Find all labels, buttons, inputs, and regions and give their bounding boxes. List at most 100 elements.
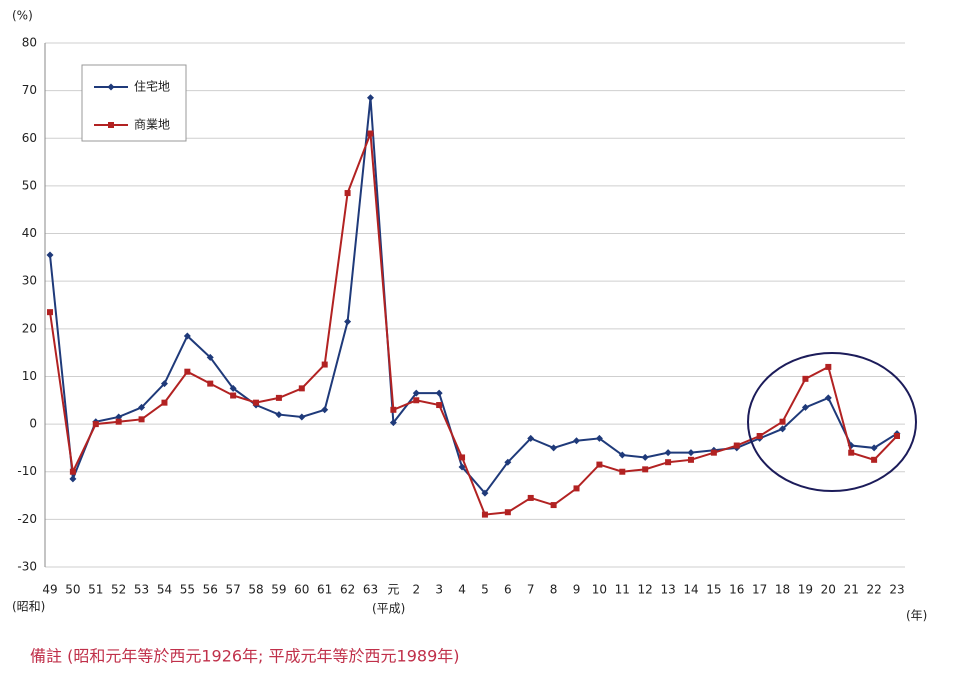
marker: [619, 468, 626, 475]
x-tick-label: 61: [317, 583, 332, 597]
y-tick-label: -20: [17, 512, 37, 526]
y-tick-label: -10: [17, 464, 37, 478]
x-tick-label: 54: [157, 583, 172, 597]
marker: [779, 425, 787, 433]
x-tick-label: 19: [798, 583, 813, 597]
marker: [253, 399, 260, 406]
legend-marker: [108, 122, 114, 128]
series-line: [49, 133, 898, 516]
x-tick-label: 3: [435, 583, 443, 597]
marker: [366, 94, 374, 102]
x-tick-label: 12: [638, 583, 653, 597]
marker: [871, 456, 878, 463]
series-line: [49, 97, 898, 495]
x-tick-label: 51: [88, 583, 103, 597]
x-tick-label: 52: [111, 583, 126, 597]
x-tick-label: 55: [180, 583, 195, 597]
x-tick-label: 62: [340, 583, 355, 597]
y-tick-label: -30: [17, 560, 37, 574]
y-axis-label: (%): [12, 9, 33, 23]
x-tick-label: 18: [775, 583, 790, 597]
y-tick-label: 50: [22, 178, 37, 192]
marker: [848, 449, 855, 456]
y-tick-label: 70: [22, 83, 37, 97]
marker: [436, 402, 443, 409]
era-label: (平成): [372, 602, 405, 616]
marker: [390, 406, 397, 413]
era-label: (昭和): [12, 600, 45, 614]
highlight-ellipse: [747, 352, 917, 492]
note: 備註 (昭和元年等於西元1926年; 平成元年等於西元1989年): [30, 647, 460, 666]
marker: [275, 411, 283, 419]
x-tick-label: 14: [683, 583, 698, 597]
marker: [618, 451, 626, 459]
x-tick-label: 21: [844, 583, 859, 597]
marker: [595, 434, 603, 442]
marker: [596, 461, 603, 468]
marker: [687, 449, 695, 457]
marker: [894, 433, 900, 439]
marker: [779, 418, 786, 425]
marker: [435, 389, 443, 397]
marker: [115, 418, 122, 425]
marker: [802, 375, 809, 382]
y-tick-label: 0: [29, 417, 37, 431]
marker: [641, 453, 649, 461]
marker: [550, 502, 557, 509]
legend-label: 住宅地: [134, 79, 170, 94]
marker: [69, 475, 77, 483]
marker: [115, 413, 123, 421]
marker: [664, 449, 672, 457]
marker: [298, 385, 305, 392]
x-tick-label: 59: [271, 583, 286, 597]
marker: [321, 361, 328, 368]
marker: [870, 444, 878, 452]
legend-box: [81, 64, 187, 142]
marker: [138, 403, 146, 411]
x-tick-label: 4: [458, 583, 466, 597]
x-tick-label: 11: [615, 583, 630, 597]
marker: [527, 494, 534, 501]
x-tick-label: 元: [387, 583, 399, 597]
marker: [230, 392, 237, 399]
x-tick-label: 13: [660, 583, 675, 597]
marker: [412, 389, 420, 397]
marker: [504, 458, 512, 466]
marker: [344, 190, 351, 197]
marker: [413, 397, 420, 404]
marker: [389, 419, 397, 427]
marker: [665, 459, 672, 466]
x-tick-label: 15: [706, 583, 721, 597]
marker: [825, 363, 832, 370]
y-tick-label: 60: [22, 131, 37, 145]
y-tick-label: 10: [22, 369, 37, 383]
x-tick-label: 20: [821, 583, 836, 597]
marker: [459, 454, 466, 461]
marker: [344, 318, 352, 326]
marker: [642, 466, 649, 473]
x-tick-label: 58: [248, 583, 263, 597]
marker: [573, 485, 580, 492]
marker: [801, 403, 809, 411]
x-tick-label: 57: [225, 583, 240, 597]
x-tick-label: 22: [866, 583, 881, 597]
x-tick-label: 10: [592, 583, 607, 597]
marker: [275, 394, 282, 401]
x-tick-label: 49: [42, 583, 57, 597]
marker: [298, 413, 306, 421]
legend-label: 商業地: [134, 117, 170, 132]
marker: [47, 309, 53, 316]
x-tick-label: 50: [65, 583, 80, 597]
marker: [824, 394, 832, 402]
marker: [573, 437, 581, 445]
y-tick-label: 20: [22, 321, 37, 335]
x-tick-label: 63: [363, 583, 378, 597]
marker: [481, 511, 488, 518]
x-tick-label: 9: [573, 583, 581, 597]
marker: [184, 368, 191, 375]
x-tick-label: 2: [412, 583, 420, 597]
marker: [229, 384, 237, 392]
y-tick-label: 40: [22, 226, 37, 240]
marker: [458, 463, 466, 471]
marker: [687, 456, 694, 463]
